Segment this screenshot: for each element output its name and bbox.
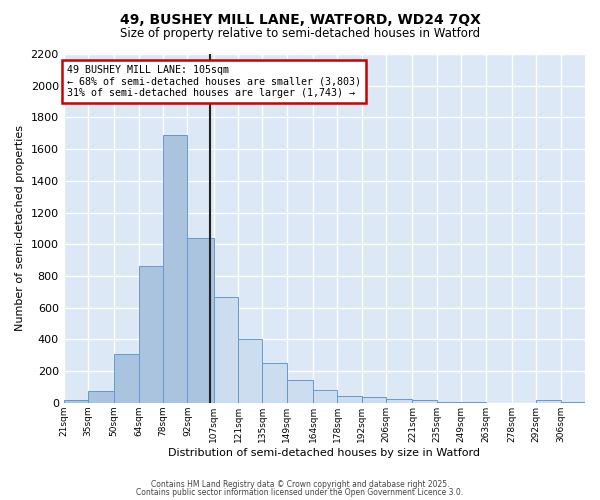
Bar: [238, 340, 262, 403]
Text: Contains public sector information licensed under the Open Government Licence 3.: Contains public sector information licen…: [136, 488, 464, 497]
Bar: [536, 400, 560, 403]
Bar: [64, 400, 88, 403]
Bar: [163, 135, 187, 403]
Bar: [262, 363, 287, 403]
Bar: [313, 390, 337, 403]
Bar: [386, 399, 412, 403]
Bar: [412, 400, 437, 403]
Bar: [362, 397, 386, 403]
Bar: [560, 402, 585, 403]
Text: Size of property relative to semi-detached houses in Watford: Size of property relative to semi-detach…: [120, 28, 480, 40]
Text: Contains HM Land Registry data © Crown copyright and database right 2025.: Contains HM Land Registry data © Crown c…: [151, 480, 449, 489]
X-axis label: Distribution of semi-detached houses by size in Watford: Distribution of semi-detached houses by …: [169, 448, 481, 458]
Bar: [437, 402, 461, 403]
Bar: [114, 354, 139, 403]
Bar: [88, 391, 114, 403]
Bar: [187, 238, 214, 403]
Bar: [287, 380, 313, 403]
Y-axis label: Number of semi-detached properties: Number of semi-detached properties: [15, 126, 25, 332]
Text: 49 BUSHEY MILL LANE: 105sqm
← 68% of semi-detached houses are smaller (3,803)
31: 49 BUSHEY MILL LANE: 105sqm ← 68% of sem…: [67, 65, 361, 98]
Bar: [214, 296, 238, 403]
Text: 49, BUSHEY MILL LANE, WATFORD, WD24 7QX: 49, BUSHEY MILL LANE, WATFORD, WD24 7QX: [119, 12, 481, 26]
Bar: [139, 266, 163, 403]
Bar: [337, 396, 362, 403]
